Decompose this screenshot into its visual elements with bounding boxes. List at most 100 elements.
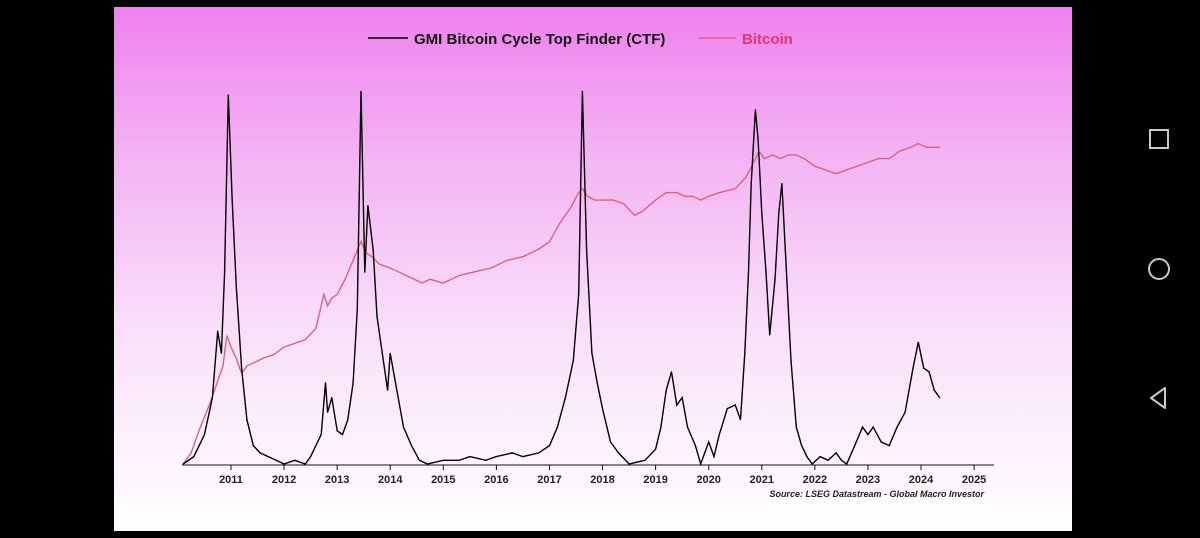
ctf-point bbox=[220, 352, 222, 354]
bitcoin-point bbox=[933, 146, 935, 148]
ctf-point bbox=[235, 286, 237, 288]
bitcoin-point bbox=[230, 346, 232, 348]
bitcoin-point bbox=[217, 380, 219, 382]
bitcoin-point bbox=[708, 195, 710, 197]
x-tick-label: 2017 bbox=[537, 474, 561, 486]
ctf-point bbox=[241, 367, 243, 369]
home-icon bbox=[1148, 258, 1170, 280]
bitcoin-point bbox=[304, 339, 306, 341]
android-nav-bar bbox=[1118, 0, 1200, 538]
ctf-point bbox=[819, 456, 821, 458]
bitcoin-point bbox=[814, 165, 816, 167]
bitcoin-point bbox=[824, 169, 827, 171]
bitcoin-point bbox=[753, 161, 755, 163]
ctf-point bbox=[928, 371, 930, 373]
x-tick-label: 2015 bbox=[431, 474, 455, 486]
x-tick-label: 2011 bbox=[219, 474, 243, 486]
bitcoin-point bbox=[262, 357, 264, 359]
ctf-points bbox=[182, 90, 941, 465]
bitcoin-point bbox=[360, 241, 362, 243]
ctf-point bbox=[708, 441, 710, 443]
ctf-point bbox=[267, 456, 269, 458]
ctf-point bbox=[275, 459, 277, 461]
bitcoin-point bbox=[888, 158, 890, 160]
ctf-point bbox=[744, 352, 746, 354]
ctf-point bbox=[469, 456, 471, 458]
ctf-point bbox=[193, 456, 195, 458]
bitcoin-point bbox=[379, 263, 381, 265]
bitcoin-point bbox=[734, 188, 736, 190]
recent-apps-button[interactable] bbox=[1143, 123, 1175, 155]
ctf-point bbox=[644, 459, 646, 461]
ctf-series-line bbox=[182, 91, 941, 467]
bitcoin-point bbox=[594, 199, 596, 201]
ctf-point bbox=[418, 459, 420, 461]
ctf-point bbox=[933, 389, 935, 391]
bitcoin-point bbox=[909, 146, 912, 148]
ctf-point bbox=[548, 445, 551, 447]
ctf-point bbox=[734, 404, 736, 406]
ctf-point bbox=[747, 271, 750, 273]
ctf-point bbox=[761, 212, 763, 214]
ctf-point bbox=[628, 463, 630, 465]
ctf-point bbox=[341, 433, 344, 436]
ctf-point bbox=[694, 445, 697, 447]
bitcoin-point bbox=[578, 192, 580, 194]
ctf-point bbox=[352, 382, 354, 384]
ctf-point bbox=[726, 408, 728, 410]
ctf-point bbox=[846, 463, 848, 465]
chart-svg: GMI Bitcoin Cycle Top Finder (CTF) Bitco… bbox=[182, 31, 994, 499]
bitcoin-point bbox=[190, 452, 192, 454]
x-tick-label: 2021 bbox=[750, 474, 774, 486]
ctf-point bbox=[840, 459, 843, 461]
bitcoin-point bbox=[846, 169, 848, 171]
ctf-point bbox=[336, 430, 338, 432]
ctf-point bbox=[578, 293, 580, 295]
ctf-point bbox=[211, 397, 213, 399]
bitcoin-point bbox=[421, 282, 423, 284]
ctf-point bbox=[252, 445, 254, 447]
ctf-point bbox=[739, 419, 742, 421]
ctf-point bbox=[790, 360, 792, 362]
ctf-point bbox=[331, 397, 333, 399]
ctf-point bbox=[896, 426, 898, 428]
x-tick-label: 2025 bbox=[962, 474, 986, 486]
back-button[interactable] bbox=[1143, 382, 1175, 414]
bitcoin-point bbox=[917, 143, 919, 145]
ctf-point bbox=[617, 452, 620, 454]
ctf-point bbox=[778, 212, 780, 214]
bitcoin-point bbox=[623, 203, 625, 205]
bitcoin-point bbox=[365, 252, 367, 254]
ctf-point bbox=[923, 367, 925, 369]
ctf-point bbox=[718, 433, 720, 436]
bitcoin-point bbox=[763, 158, 766, 160]
ctf-point bbox=[402, 426, 405, 428]
bitcoin-point bbox=[665, 192, 667, 194]
bitcoin-point bbox=[692, 195, 694, 197]
ctf-point bbox=[939, 397, 941, 399]
home-button[interactable] bbox=[1143, 253, 1175, 285]
bitcoin-point bbox=[294, 342, 296, 344]
ctf-point bbox=[360, 90, 362, 92]
ctf-point bbox=[660, 426, 662, 428]
bitcoin-series-line bbox=[182, 142, 940, 465]
ctf-point bbox=[294, 459, 296, 461]
ctf-point bbox=[227, 94, 229, 96]
ctf-point bbox=[376, 315, 378, 317]
ctf-point bbox=[811, 463, 813, 465]
ctf-point bbox=[912, 367, 914, 369]
ctf-point bbox=[581, 90, 583, 92]
x-tick-label: 2014 bbox=[378, 474, 403, 486]
bitcoin-point bbox=[327, 305, 329, 307]
x-tick-label: 2020 bbox=[696, 474, 720, 486]
ctf-point bbox=[572, 360, 574, 362]
bitcoin-point bbox=[226, 335, 228, 337]
bitcoin-point bbox=[442, 282, 444, 284]
ctf-point bbox=[754, 109, 757, 111]
source-note: Source: LSEG Datastream - Global Macro I… bbox=[769, 489, 984, 499]
ctf-point bbox=[389, 352, 391, 354]
x-tick-label: 2023 bbox=[856, 474, 880, 486]
ctf-point bbox=[686, 426, 689, 428]
bitcoin-point bbox=[241, 372, 243, 375]
bitcoin-point bbox=[429, 278, 431, 280]
